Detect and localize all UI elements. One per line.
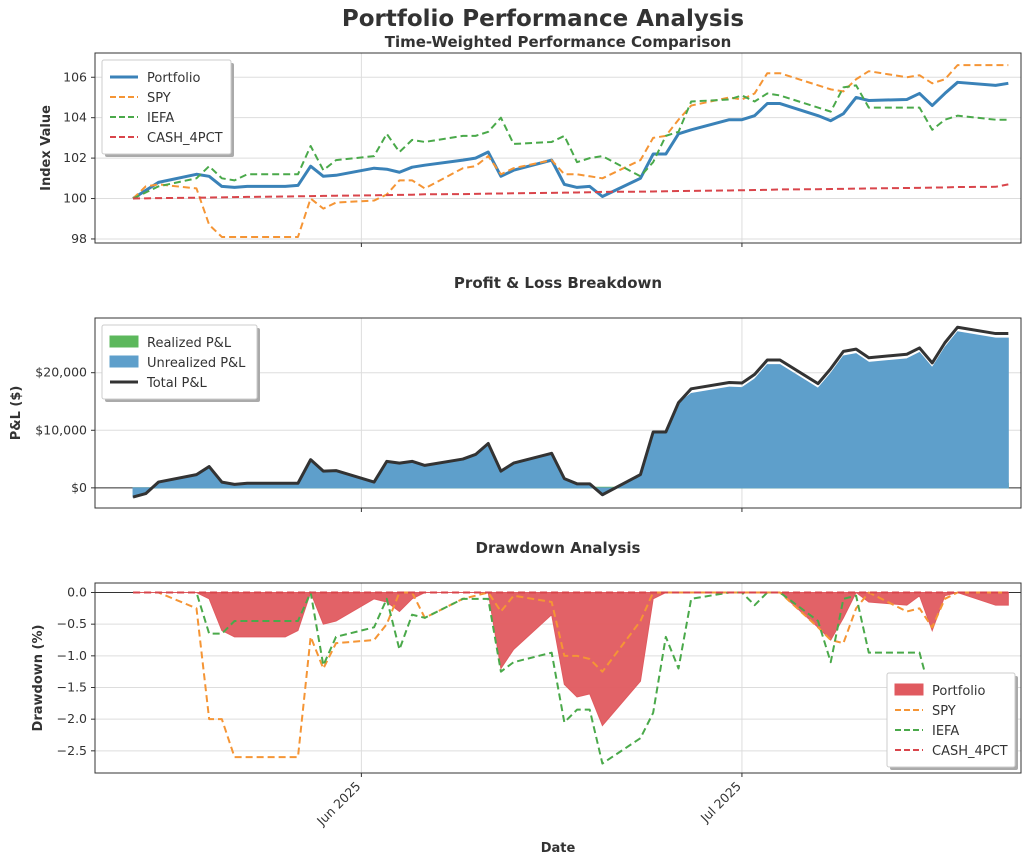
performance-panel: Time-Weighted Performance Comparison 98 10…: [39, 33, 1022, 247]
legend-label: Portfolio: [147, 71, 201, 86]
legend: Portfolio SPY IEFA CASH_4PCT: [886, 672, 1018, 770]
x-axis-label: Date: [541, 841, 576, 856]
legend-box: [886, 672, 1016, 768]
panel-title: Time-Weighted Performance Comparison: [385, 33, 732, 51]
drawdown-panel: Drawdown Analysis 0.0 −0.5 −1.0 −1.5 −2.0 −2.5…: [31, 539, 1022, 829]
legend-label: Portfolio: [932, 684, 986, 699]
pnl-panel: Profit & Loss Breakdown $0 $10,000 $20,000 P…: [9, 274, 1022, 512]
legend-label: SPY: [147, 91, 171, 106]
y-tick-label: 102: [63, 150, 87, 165]
legend-label: Total P&L: [146, 376, 207, 391]
spy-series: [132, 64, 1009, 238]
axes-frame: [94, 52, 1022, 244]
panel-title: Drawdown Analysis: [476, 539, 641, 557]
y-tick-label: −2.0: [57, 711, 87, 726]
axes-frame: [94, 582, 1022, 774]
axes-frame: [94, 317, 1022, 509]
legend-label: Realized P&L: [147, 336, 232, 351]
legend-label: CASH_4PCT: [932, 744, 1008, 759]
figure-title: Portfolio Performance Analysis: [342, 6, 744, 32]
legend-swatch: [109, 355, 139, 368]
y-tick-label: 104: [63, 110, 87, 125]
y-tick-label: −1.0: [57, 648, 87, 663]
y-axis-label: Index Value: [39, 105, 54, 191]
panel-title: Profit & Loss Breakdown: [454, 274, 662, 292]
legend-label: SPY: [932, 704, 956, 719]
legend-box: [101, 59, 232, 155]
x-tick-label: Jul 2025: [697, 779, 744, 826]
legend: Realized P&L Unrealized P&L Total P&L: [101, 324, 260, 402]
iefa-series: [132, 84, 1009, 200]
legend-swatch: [894, 683, 924, 696]
legend-label: IEFA: [147, 111, 174, 126]
portfolio-series: [133, 591, 1009, 727]
y-tick-label: 100: [63, 191, 87, 206]
y-tick-label: 106: [63, 69, 87, 84]
y-axis-label: P&L ($): [9, 386, 24, 441]
legend-label: CASH_4PCT: [147, 131, 223, 146]
legend-label: Unrealized P&L: [147, 356, 246, 371]
legend-box: [101, 324, 258, 400]
y-tick-label: $0: [71, 480, 87, 495]
legend: Portfolio SPY IEFA CASH_4PCT: [101, 59, 234, 157]
legend-swatch: [109, 335, 139, 348]
x-tick-label: Jun 2025: [313, 779, 363, 829]
y-tick-label: −0.5: [57, 616, 87, 631]
portfolio-series: [132, 80, 1009, 200]
total-p-l-series: [132, 325, 1009, 499]
y-tick-label: $20,000: [35, 365, 87, 380]
iefa-series: [133, 591, 1009, 765]
y-tick-label: 0.0: [67, 585, 87, 600]
cash-4pct-series: [133, 183, 1009, 200]
y-tick-label: 98: [71, 231, 87, 246]
y-tick-label: −1.5: [57, 680, 87, 695]
y-axis-label: Drawdown (%): [31, 625, 46, 732]
y-tick-label: −2.5: [57, 743, 87, 758]
y-tick-label: $10,000: [35, 422, 87, 437]
legend-label: IEFA: [932, 724, 959, 739]
